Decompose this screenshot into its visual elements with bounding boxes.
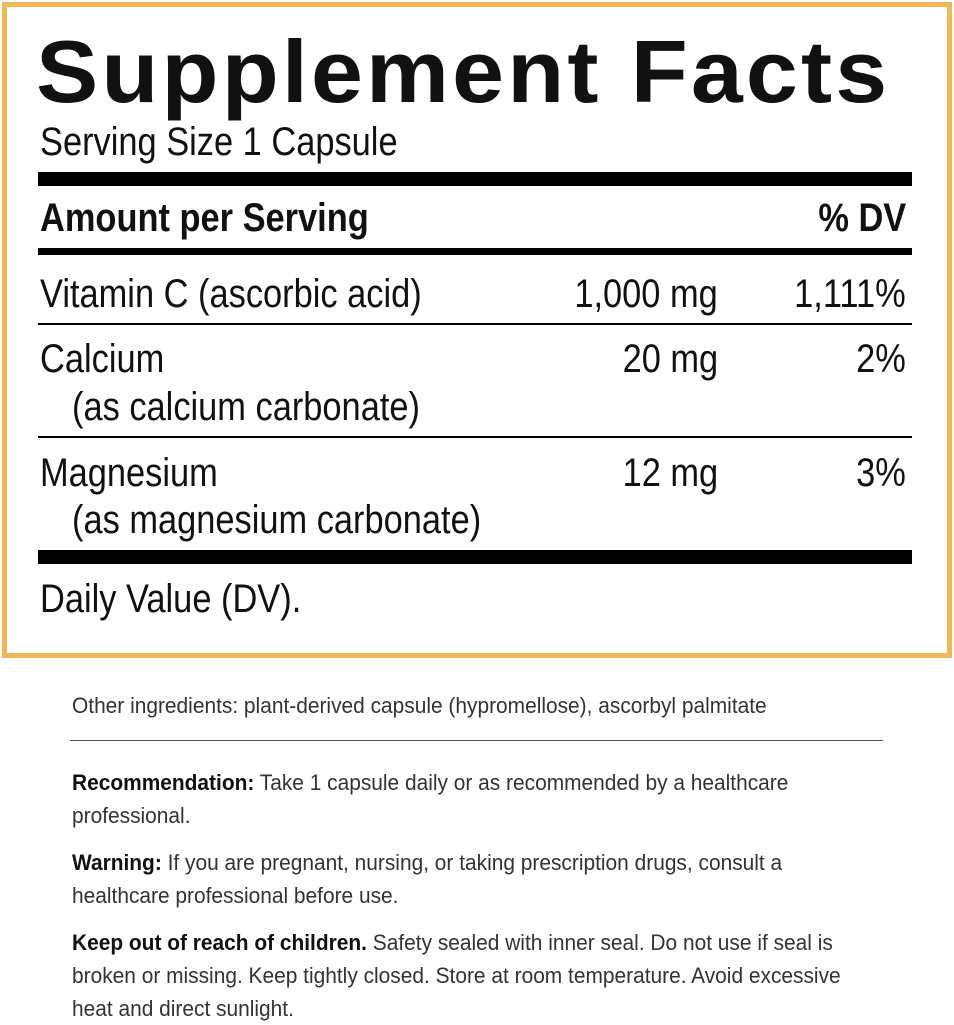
recommendation: Recommendation: Take 1 capsule daily or … (72, 766, 851, 832)
serving-size: Serving Size 1 Capsule (40, 120, 398, 164)
warning-label: Warning: (72, 850, 162, 875)
nutrient-name: Magnesium (40, 451, 218, 495)
amount-per-serving-header: Amount per Serving (40, 196, 369, 240)
nutrient-dv: 3% (856, 451, 906, 495)
daily-value-footnote: Daily Value (DV). (40, 577, 302, 621)
other-ingredients: Other ingredients: plant-derived capsule… (72, 693, 767, 718)
nutrient-dv: 1,111% (794, 272, 906, 316)
nutrient-source: (as calcium carbonate) (72, 385, 420, 429)
keep-out-label: Keep out of reach of children. (72, 930, 367, 955)
warning-text: If you are pregnant, nursing, or taking … (72, 850, 783, 908)
thick-divider (38, 172, 912, 186)
medium-divider (38, 248, 912, 255)
nutrient-amount: 20 mg (622, 337, 718, 381)
nutrient-dv: 2% (856, 337, 906, 381)
recommendation-label: Recommendation: (72, 770, 255, 795)
keep-out-text: Safety sealed with inner seal. Do not us… (72, 930, 841, 1021)
keep-out-of-reach: Keep out of reach of children. Safety se… (72, 926, 851, 1025)
thick-divider (38, 550, 912, 564)
supplement-facts-panel (2, 2, 952, 658)
nutrient-name: Calcium (40, 337, 165, 381)
nutrient-amount: 12 mg (622, 451, 718, 495)
dv-header: % DV (818, 196, 906, 240)
ingredients-divider (70, 740, 883, 741)
warning: Warning: If you are pregnant, nursing, o… (72, 846, 851, 912)
nutrient-name: Vitamin C (ascorbic acid) (40, 272, 422, 316)
thin-divider (38, 323, 912, 325)
thin-divider (38, 436, 912, 438)
panel-title: Supplement Facts (36, 22, 891, 121)
nutrient-source: (as magnesium carbonate) (72, 498, 482, 542)
nutrient-amount: 1,000 mg (574, 272, 718, 316)
recommendation-text: Take 1 capsule daily or as recommended b… (72, 770, 789, 828)
